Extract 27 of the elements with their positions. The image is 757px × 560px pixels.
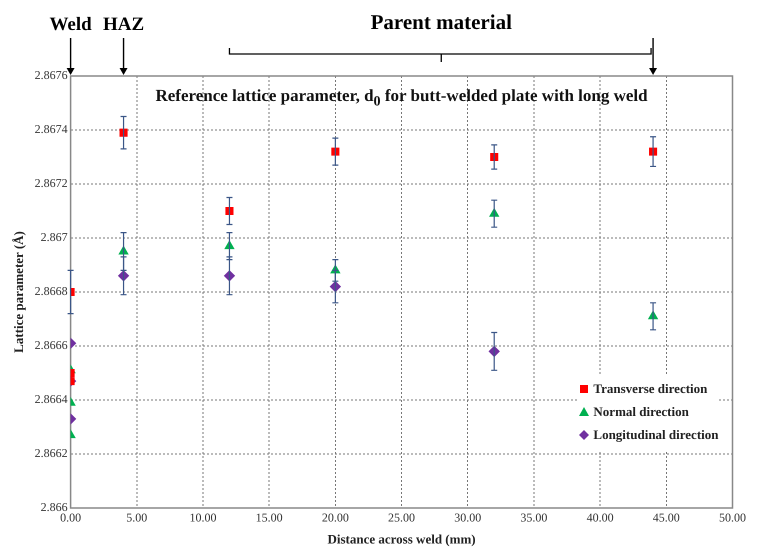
- x-tick-label: 35.00: [520, 510, 548, 524]
- x-tick-label: 40.00: [586, 510, 614, 524]
- x-tick-label: 25.00: [388, 510, 416, 524]
- x-tick-label: 20.00: [322, 510, 349, 524]
- x-tick-label: 30.00: [454, 510, 482, 524]
- y-tick-label: 2.867: [40, 230, 68, 244]
- y-tick-label: 2.8662: [34, 446, 68, 460]
- x-tick-label: 15.00: [256, 510, 283, 524]
- x-axis-title: Distance across weld (mm): [327, 532, 476, 547]
- legend-label: Normal direction: [593, 404, 689, 420]
- text: Parent material: [370, 10, 513, 35]
- text: Reference lattice parameter, d$_{0}$ for butt-welded plate with long weld: [154, 86, 649, 110]
- text: HAZ: [102, 14, 144, 35]
- y-tick-label: 2.8672: [34, 176, 68, 190]
- x-tick-label: 5.00: [126, 510, 148, 524]
- legend-label: Transverse direction: [593, 381, 708, 397]
- y-tick-label: 2.8676: [34, 68, 68, 82]
- x-tick-label: 45.00: [652, 510, 680, 524]
- y-tick-label: 2.8664: [34, 392, 68, 406]
- y-axis-title: Lattice parameter (Å): [11, 231, 26, 353]
- x-tick-label: 10.00: [189, 510, 216, 524]
- text: Weld: [49, 14, 92, 35]
- x-tick-label: 50.00: [719, 510, 746, 524]
- y-tick-label: 2.8666: [34, 338, 68, 352]
- y-tick-label: 2.8668: [34, 284, 68, 298]
- y-tick-label: 2.8674: [34, 122, 68, 136]
- legend-label: Longitudinal direction: [593, 427, 718, 443]
